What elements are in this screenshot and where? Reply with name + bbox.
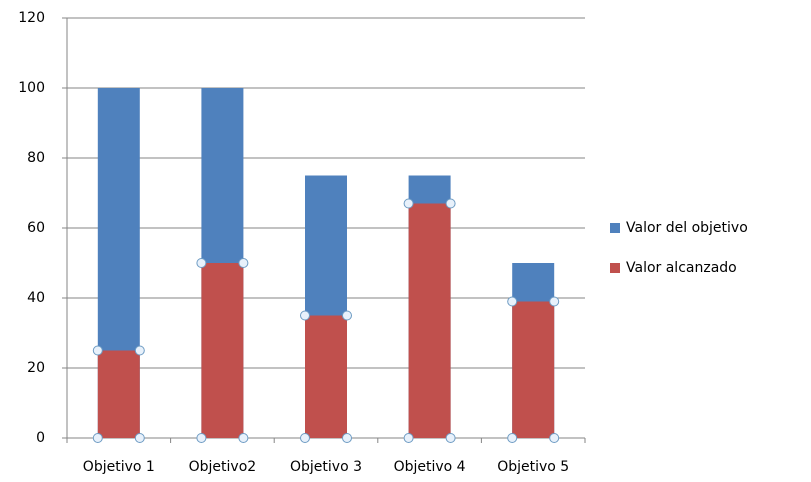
y-tick-label: 80	[27, 150, 45, 166]
selection-handle	[549, 433, 560, 443]
selection-handle	[403, 433, 414, 443]
bar	[305, 315, 347, 438]
x-tick-label: Objetivo2	[189, 459, 257, 475]
bar	[201, 263, 244, 438]
legend-swatch	[610, 263, 620, 273]
y-tick-label: 40	[27, 290, 45, 306]
x-tick-label: Objetivo 3	[290, 459, 362, 475]
selection-handle	[238, 258, 249, 268]
selection-handle	[92, 345, 103, 356]
bar	[512, 301, 555, 438]
selection-handle	[238, 433, 249, 443]
selection-handle	[342, 433, 352, 443]
y-tick-label: 100	[18, 80, 45, 96]
x-tick-label: Objetivo 4	[394, 459, 466, 475]
bar	[408, 203, 451, 438]
selection-handle	[342, 310, 352, 321]
selection-handle	[507, 433, 518, 443]
legend-label: Valor alcanzado	[626, 260, 737, 276]
selection-handle	[507, 296, 518, 307]
y-tick-label: 120	[18, 10, 45, 26]
selection-handle	[445, 433, 456, 443]
x-tick-label: Objetivo 5	[497, 459, 569, 475]
legend-label: Valor del objetivo	[626, 220, 748, 236]
selection-handle	[549, 296, 560, 307]
selection-handle	[134, 345, 145, 356]
selection-handle	[196, 258, 207, 268]
bar	[97, 350, 140, 438]
legend-swatch	[610, 223, 620, 233]
y-tick-label: 20	[27, 360, 45, 376]
selection-handle	[92, 433, 103, 443]
y-tick-label: 0	[36, 430, 45, 446]
selection-handle	[300, 310, 310, 321]
selection-handle	[196, 433, 207, 443]
x-tick-label: Objetivo 1	[83, 459, 155, 475]
selection-handle	[445, 198, 456, 209]
selection-handle	[134, 433, 145, 443]
selection-handle	[403, 198, 414, 209]
selection-handle	[300, 433, 310, 443]
y-tick-label: 60	[27, 220, 45, 236]
